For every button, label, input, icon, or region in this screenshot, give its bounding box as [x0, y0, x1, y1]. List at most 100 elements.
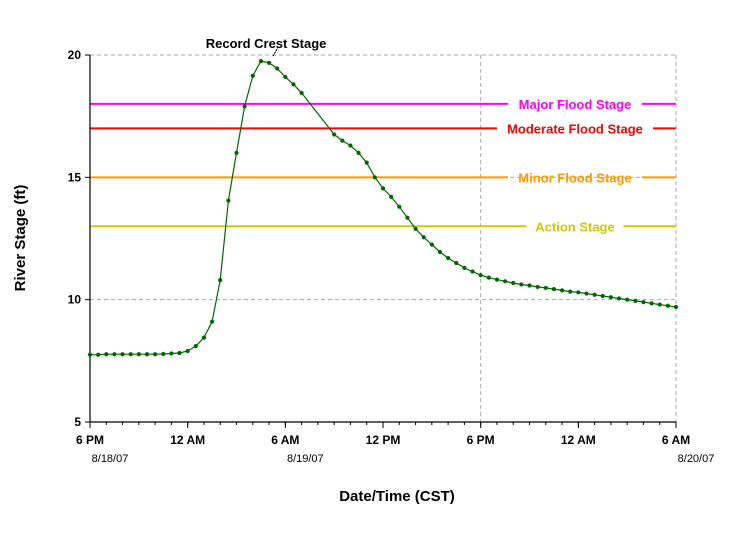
data-point — [291, 82, 296, 87]
data-point — [478, 273, 483, 278]
annotation-label: Record Crest Stage — [206, 36, 327, 51]
x-date-label: 8/20/07 — [678, 453, 715, 465]
data-point — [551, 287, 557, 292]
x-tick-label: 6 PM — [76, 433, 104, 447]
x-tick-label: 12 AM — [561, 433, 596, 447]
axes-layer: 5 10 15 20 6 PM 12 AM 6 AM 12 PM 6 PM 12 AM 6 AM 8/… — [68, 48, 715, 465]
data-point — [559, 288, 565, 293]
data-point — [185, 348, 190, 354]
data-point — [193, 344, 198, 349]
data-point — [641, 300, 646, 305]
x-tick-label: 12 PM — [366, 433, 401, 447]
data-point — [405, 215, 410, 220]
data-point — [454, 260, 459, 266]
data-point — [169, 351, 174, 356]
y-tick-label: 15 — [68, 170, 82, 184]
threshold-layer: Major Flood Stage Moderate Flood Stage Min… — [90, 97, 676, 234]
threshold-label: Minor Flood Stage — [518, 170, 631, 185]
data-point — [584, 291, 589, 296]
data-point — [502, 279, 508, 284]
data-point — [486, 275, 491, 280]
data-point — [234, 150, 239, 155]
data-point — [600, 293, 605, 299]
data-point — [470, 269, 475, 274]
series-line — [90, 60, 677, 356]
data-point — [356, 150, 361, 155]
threshold-label: Action Stage — [535, 219, 614, 234]
data-point — [364, 160, 369, 165]
data-point — [226, 198, 231, 203]
data-point — [299, 90, 304, 96]
data-point — [144, 352, 150, 357]
data-point — [87, 352, 93, 357]
data-point — [283, 74, 288, 80]
x-date-label: 8/18/07 — [92, 453, 129, 465]
data-point — [348, 143, 353, 148]
x-tick-label: 6 AM — [662, 433, 690, 447]
grid-layer — [90, 54, 677, 422]
data-point — [96, 352, 101, 357]
data-point — [120, 352, 125, 357]
data-point — [153, 352, 158, 357]
data-point — [250, 73, 255, 78]
data-point — [429, 242, 434, 247]
data-point — [657, 302, 662, 307]
data-point — [592, 292, 597, 297]
data-point — [527, 283, 532, 288]
threshold-label: Major Flood Stage — [519, 97, 632, 112]
data-point — [372, 175, 377, 180]
data-point — [673, 304, 679, 310]
data-point — [380, 186, 386, 191]
annotation-pointer — [272, 46, 279, 57]
x-date-label: 8/19/07 — [287, 453, 324, 465]
data-point — [112, 352, 117, 357]
data-point — [462, 265, 467, 270]
data-point — [209, 319, 215, 324]
data-point — [568, 289, 573, 294]
data-point — [413, 226, 418, 231]
data-point — [201, 335, 207, 340]
data-point — [446, 255, 451, 261]
data-point — [389, 194, 394, 200]
data-point — [136, 352, 141, 357]
data-point — [177, 350, 182, 356]
data-point — [519, 282, 524, 287]
data-point — [665, 303, 670, 308]
data-point — [494, 277, 500, 282]
data-point — [649, 301, 654, 306]
x-axis-title: Date/Time (CST) — [339, 488, 455, 505]
data-point — [104, 352, 109, 357]
data-point — [633, 298, 638, 303]
data-point — [616, 296, 622, 301]
data-point — [242, 104, 247, 109]
data-point — [266, 60, 272, 65]
y-axis-title: River Stage (ft) — [12, 185, 29, 292]
data-point — [161, 351, 166, 357]
threshold-label: Moderate Flood Stage — [507, 121, 643, 136]
data-point — [128, 352, 133, 357]
x-tick-label: 6 PM — [467, 433, 495, 447]
data-point — [608, 295, 613, 300]
data-point — [218, 277, 223, 283]
data-point — [437, 249, 443, 255]
data-point — [332, 132, 337, 137]
y-tick-label: 5 — [74, 415, 81, 429]
x-tick-label: 12 AM — [170, 433, 205, 447]
x-tick-label: 6 AM — [271, 433, 299, 447]
data-point — [258, 59, 264, 64]
annotation-layer: Record Crest Stage — [206, 36, 327, 57]
data-point — [275, 66, 280, 71]
data-point — [576, 290, 581, 295]
data-point — [543, 285, 548, 291]
series-layer — [87, 59, 679, 357]
data-point — [421, 235, 426, 240]
data-point — [625, 297, 630, 302]
data-point — [511, 280, 516, 286]
y-tick-label: 20 — [68, 48, 82, 62]
data-point — [397, 204, 402, 209]
data-point — [340, 138, 345, 143]
y-tick-label: 10 — [68, 293, 82, 307]
data-point — [535, 284, 540, 290]
